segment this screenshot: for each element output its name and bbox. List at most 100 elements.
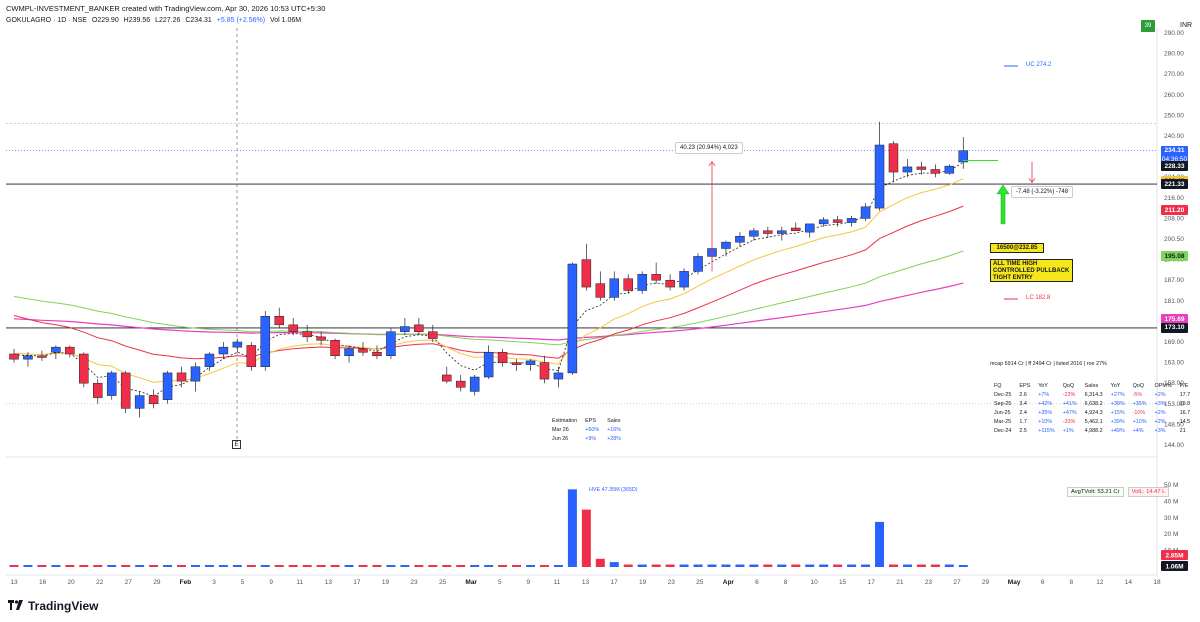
volume-bar xyxy=(944,564,954,567)
fund-cell: 1.7 xyxy=(1019,418,1027,425)
fund-row: Mar-25 1.7 +10% -33% 5,462.1 +39% +10% +2% 14.5 xyxy=(990,417,1194,426)
volume-bar xyxy=(623,564,633,567)
candle xyxy=(386,328,396,360)
candle-body xyxy=(553,372,564,380)
volume-bar xyxy=(512,565,522,567)
volume-bar xyxy=(567,489,577,567)
candle xyxy=(832,215,843,227)
upper-circuit-label: UC 274.2 xyxy=(1026,62,1052,68)
symbol-name[interactable]: GOKULAGRO · 1D · NSE xyxy=(6,17,87,24)
candle xyxy=(93,379,103,404)
candle xyxy=(358,342,368,356)
volume-bar xyxy=(847,564,857,567)
candle-body xyxy=(874,144,885,209)
time-axis-label: 9 xyxy=(527,579,531,586)
fundamentals-summary: mcap 6914 Cr | ff 2494 Cr | listed 2016 … xyxy=(990,361,1107,367)
volume-bar xyxy=(51,565,61,567)
price-axis-label: 163.00 xyxy=(1164,360,1184,367)
candle-body xyxy=(665,279,675,288)
candle-body xyxy=(511,362,522,365)
tradingview-logo[interactable]: TradingView xyxy=(8,599,98,613)
volume-axis-label: 20 M xyxy=(1164,531,1178,538)
fund-cell: 2.5 xyxy=(1019,427,1027,434)
time-axis-label: 11 xyxy=(554,579,561,586)
volume-bar xyxy=(581,509,591,567)
volume-bar xyxy=(916,564,926,567)
candle-body xyxy=(679,271,689,288)
candle-body xyxy=(483,352,494,378)
candle xyxy=(539,355,550,384)
candle xyxy=(525,359,536,371)
fund-cell: Sep-25 xyxy=(994,400,1012,407)
trade-note-box: ALL TIME HIGH CONTROLLED PULLBACK TIGHT … xyxy=(990,259,1073,282)
candle xyxy=(204,352,215,371)
alert-count-badge[interactable]: 39 xyxy=(1141,20,1155,32)
note-line: ALL TIME HIGH xyxy=(993,261,1038,267)
time-axis-label: 11 xyxy=(296,579,303,586)
candle xyxy=(693,253,703,275)
candle xyxy=(944,164,955,175)
volume-bar xyxy=(553,565,563,567)
volume-axis-label: 30 M xyxy=(1164,515,1178,522)
volume-bar xyxy=(637,564,647,567)
candle xyxy=(888,141,899,183)
time-axis-label: 8 xyxy=(1069,579,1073,586)
price-axis-label: 260.00 xyxy=(1164,92,1184,99)
price-axis-label: 240.00 xyxy=(1164,133,1184,140)
candle-body xyxy=(609,278,620,298)
volume-bar xyxy=(484,565,494,567)
candle-body xyxy=(581,259,592,288)
candle-body xyxy=(832,219,843,223)
volume-bar xyxy=(777,564,787,567)
candle-body xyxy=(414,324,424,332)
price-tag: 211.20 xyxy=(1161,205,1188,216)
fund-cell: Dec-25 xyxy=(994,391,1012,398)
candle-body xyxy=(400,326,410,332)
volume-bar xyxy=(861,564,871,567)
volume-bar xyxy=(218,565,228,567)
time-axis-label: 19 xyxy=(382,579,390,586)
time-axis-label: 19 xyxy=(639,579,647,586)
volume-bar xyxy=(121,565,131,567)
candle xyxy=(846,215,857,227)
time-axis-label: 13 xyxy=(582,579,590,586)
fund-cell: -10% xyxy=(1132,409,1146,416)
tradingview-logo-icon xyxy=(8,599,24,613)
measure-up-arrowhead xyxy=(708,161,716,166)
price-tag: 173.10 xyxy=(1161,322,1188,333)
candle-body xyxy=(274,316,284,326)
candle xyxy=(246,342,257,371)
candle xyxy=(51,345,61,360)
candle-body xyxy=(623,278,633,291)
fund-row: Dec-24 2.5 +115% +1% 4,988.2 +49% +4% +3% 21 xyxy=(990,426,1194,435)
low-value: L227.26 xyxy=(155,17,181,24)
time-axis-label: 6 xyxy=(755,579,759,586)
candle xyxy=(497,348,508,367)
fund-cell: -33% xyxy=(1062,418,1076,425)
candle-body xyxy=(916,166,927,170)
candle xyxy=(344,345,354,363)
volume-bar xyxy=(93,565,103,567)
volume-bar xyxy=(177,565,187,567)
currency-label[interactable]: INR xyxy=(1180,22,1193,29)
fund-cell: +1% xyxy=(1062,427,1074,434)
price-tag: 175.69 xyxy=(1161,314,1188,325)
candle xyxy=(134,391,145,418)
candle-body xyxy=(120,372,131,409)
est-header: Sales xyxy=(607,417,621,424)
candle-body xyxy=(525,360,536,365)
candle-body xyxy=(567,263,578,374)
earnings-marker[interactable]: E xyxy=(232,440,241,449)
candle-body xyxy=(218,346,229,355)
candle xyxy=(79,352,89,388)
candle-body xyxy=(777,230,787,234)
fund-cell: 4,988.2 xyxy=(1084,427,1103,434)
candle xyxy=(316,331,326,346)
fund-header-cell: QoQ xyxy=(1062,382,1075,389)
candle-body xyxy=(804,223,815,233)
candle-body xyxy=(106,372,117,396)
fund-cell: +42% xyxy=(1038,400,1053,407)
time-axis-label: 23 xyxy=(410,579,418,586)
price-axis-label: 148.50 xyxy=(1164,421,1184,428)
